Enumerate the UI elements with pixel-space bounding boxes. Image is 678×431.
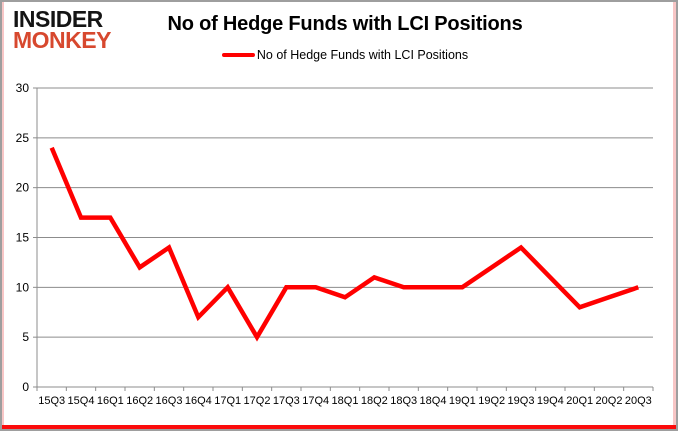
y-tick-label: 5 (22, 330, 29, 344)
x-tick-label: 20Q1 (566, 395, 593, 407)
x-tick-label: 15Q3 (38, 395, 65, 407)
logo-text-monkey: MONKEY (13, 27, 111, 53)
x-tick-label: 18Q3 (390, 395, 417, 407)
x-tick-label: 17Q3 (273, 395, 300, 407)
x-tick-label: 19Q4 (537, 395, 564, 407)
x-tick-label: 17Q4 (302, 395, 329, 407)
x-tick-label: 20Q2 (596, 395, 623, 407)
chart-title: No of Hedge Funds with LCI Positions (167, 13, 523, 35)
legend-line-swatch-icon (221, 53, 255, 57)
x-tick-label: 16Q4 (185, 395, 212, 407)
chart-header: No of Hedge Funds with LCI Positions No … (37, 13, 653, 62)
x-tick-label: 16Q2 (126, 395, 153, 407)
y-tick-label: 20 (16, 181, 30, 195)
x-tick-label: 15Q4 (68, 395, 95, 407)
y-tick-label: 0 (22, 380, 29, 394)
y-tick-label: 30 (16, 81, 30, 95)
y-tick-label: 15 (16, 231, 30, 245)
x-tick-label: 20Q3 (625, 395, 652, 407)
logo-text-insider: INSIDER (13, 6, 103, 32)
x-tick-label: 16Q1 (97, 395, 124, 407)
y-tick-label: 25 (16, 131, 30, 145)
series-line (49, 146, 640, 342)
x-tick-label: 18Q1 (332, 395, 359, 407)
y-tick-label: 10 (16, 280, 30, 294)
x-tick-label: 18Q4 (420, 395, 447, 407)
x-tick-label: 19Q1 (449, 395, 476, 407)
insider-monkey-logo: INSIDER MONKEY (13, 6, 111, 53)
legend: No of Hedge Funds with LCI Positions (37, 48, 653, 62)
x-tick-label: 17Q2 (244, 395, 271, 407)
x-tick-label: 17Q1 (214, 395, 241, 407)
x-tick-label: 18Q2 (361, 395, 388, 407)
legend-label: No of Hedge Funds with LCI Positions (256, 48, 469, 62)
x-tick-label: 19Q2 (478, 395, 505, 407)
x-tick-label: 16Q3 (156, 395, 183, 407)
x-tick-label: 19Q3 (508, 395, 535, 407)
